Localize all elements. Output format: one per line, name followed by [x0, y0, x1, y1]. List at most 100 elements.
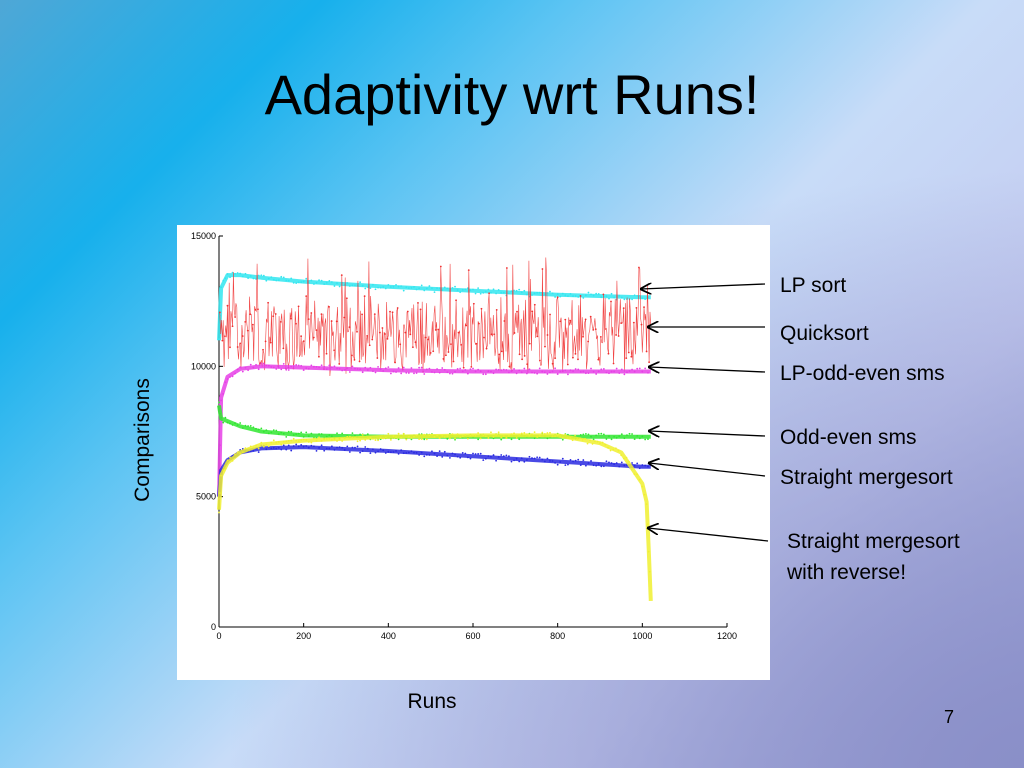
series-lp-sort-point: [336, 282, 338, 284]
series-lp-sort-point: [372, 283, 374, 286]
series-lp-sort-point: [518, 288, 521, 291]
series-lp-odd-even-sms-point: [518, 369, 521, 372]
series-lp-odd-even-sms-point: [487, 370, 490, 373]
series-straight-mergesort-point: [336, 446, 338, 449]
series-straight-mergesort-point: [577, 458, 580, 461]
series-lp-odd-even-sms-point: [533, 372, 536, 374]
series-lp-odd-even-sms-point: [538, 367, 541, 370]
series-odd-even-sms-point: [605, 438, 608, 440]
series-lp-sort-point: [469, 289, 472, 292]
series-lp-sort-point: [249, 274, 252, 277]
series-lp-odd-even-sms-point: [525, 372, 528, 375]
series-lp-odd-even-sms-point: [502, 368, 505, 371]
series-lp-sort-point: [425, 287, 428, 290]
series-straight-mergesort-with-reverse-point: [389, 438, 392, 441]
series-lp-sort-point: [592, 294, 595, 297]
series-straight-mergesort-with-reverse-point: [423, 433, 426, 436]
series-straight-mergesort-with-reverse-point: [464, 434, 467, 436]
series-straight-mergesort-point: [302, 445, 305, 448]
series-straight-mergesort-with-reverse-point: [620, 454, 623, 457]
series-odd-even-sms-point: [595, 434, 598, 437]
series-straight-mergesort-with-reverse-point: [369, 436, 372, 439]
x-tick-label: 1200: [717, 631, 737, 641]
series-odd-even-sms-point: [219, 412, 221, 415]
y-tick-label: 15000: [191, 231, 216, 241]
series-odd-even-sms-point: [234, 422, 236, 425]
series-straight-mergesort-point: [602, 465, 605, 468]
series-straight-mergesort-with-reverse-point: [589, 439, 591, 442]
series-straight-mergesort-with-reverse-point: [252, 446, 255, 449]
series-straight-mergesort-with-reverse-point: [546, 432, 549, 434]
series-straight-mergesort-point: [305, 445, 308, 447]
series-straight-mergesort-with-reverse-point: [601, 441, 604, 444]
series-straight-mergesort-with-reverse-point: [474, 434, 477, 437]
series-straight-mergesort-point: [443, 450, 446, 453]
series-straight-mergesort-with-reverse-point: [505, 437, 508, 439]
series-quicksort-point: [249, 313, 252, 316]
series-quicksort-point: [274, 313, 277, 315]
series-straight-mergesort-point: [466, 456, 469, 459]
series-lp-odd-even-sms-point: [382, 370, 385, 372]
series-straight-mergesort-point: [313, 445, 315, 448]
series-lp-sort-point: [272, 278, 275, 281]
series-straight-mergesort-with-reverse-point: [459, 436, 462, 439]
series-quicksort-point: [371, 338, 374, 341]
series-odd-even-sms-point: [218, 401, 220, 404]
series-lp-odd-even-sms-point: [300, 364, 303, 367]
series-quicksort-point: [490, 333, 493, 336]
series-odd-even-sms-point: [423, 438, 426, 441]
series-straight-mergesort-with-reverse-point: [591, 443, 594, 445]
series-quicksort-point: [343, 316, 346, 319]
series-straight-mergesort-with-reverse-point: [630, 468, 633, 470]
series-quicksort-point: [622, 307, 625, 310]
series-lp-odd-even-sms-point: [536, 372, 539, 375]
series-straight-mergesort-with-reverse-point: [229, 456, 231, 459]
series-quicksort-point: [417, 302, 419, 304]
series-straight-mergesort-point: [425, 453, 428, 456]
series-straight-mergesort-with-reverse-point: [599, 442, 601, 445]
series-lp-odd-even-sms-point: [267, 364, 270, 367]
series-straight-mergesort-point: [405, 452, 408, 454]
series-straight-mergesort-point: [469, 457, 472, 460]
series-straight-mergesort-with-reverse-point: [508, 435, 510, 437]
series-straight-mergesort-with-reverse-point: [405, 438, 408, 441]
series-lp-sort-point: [220, 286, 223, 289]
series-lp-odd-even-sms-point: [323, 365, 326, 368]
series-straight-mergesort-with-reverse-point: [528, 434, 531, 437]
series-lp-odd-even-sms-point: [569, 369, 572, 372]
series-straight-mergesort-with-reverse-point: [397, 432, 400, 435]
series-straight-mergesort-point: [477, 453, 480, 455]
series-lp-sort-point: [247, 277, 250, 279]
annotation-odd-even-sms: Odd-even sms: [780, 426, 917, 449]
series-odd-even-sms-point: [267, 432, 270, 435]
series-straight-mergesort-with-reverse-point: [392, 435, 395, 437]
series-straight-mergesort-with-reverse-point: [255, 444, 257, 447]
series-quicksort-point: [638, 266, 640, 269]
series-lp-sort-point: [395, 284, 397, 286]
series-straight-mergesort-point: [449, 456, 451, 459]
x-tick-label: 200: [296, 631, 311, 641]
series-lp-odd-even-sms-point: [543, 371, 546, 374]
series-quicksort-point: [262, 348, 264, 351]
series-straight-mergesort-point: [495, 459, 497, 462]
series-lp-sort-point: [234, 272, 236, 275]
series-straight-mergesort-point: [354, 446, 356, 449]
series-straight-mergesort-with-reverse-point: [571, 439, 574, 442]
series-lp-sort-point: [418, 287, 421, 290]
series-lp-odd-even-sms-point: [500, 369, 503, 372]
series-straight-mergesort-with-reverse-point: [643, 493, 646, 496]
series-lp-odd-even-sms-point: [510, 370, 513, 373]
series-lp-odd-even-sms-point: [338, 367, 341, 370]
series-straight-mergesort-with-reverse-point: [395, 436, 397, 439]
series-odd-even-sms-point: [297, 432, 300, 435]
series-odd-even-sms-point: [351, 432, 354, 434]
series-lp-odd-even-sms-point: [310, 364, 313, 367]
series-lp-sort-point: [484, 290, 487, 293]
series-straight-mergesort-with-reverse-point: [561, 436, 564, 439]
series-quicksort-point: [236, 346, 239, 348]
series-quicksort-point: [645, 350, 648, 353]
series-straight-mergesort-point: [280, 448, 283, 451]
series-odd-even-sms-point: [260, 427, 263, 430]
x-tick-label: 600: [465, 631, 480, 641]
series-straight-mergesort-with-reverse-point: [313, 437, 315, 440]
